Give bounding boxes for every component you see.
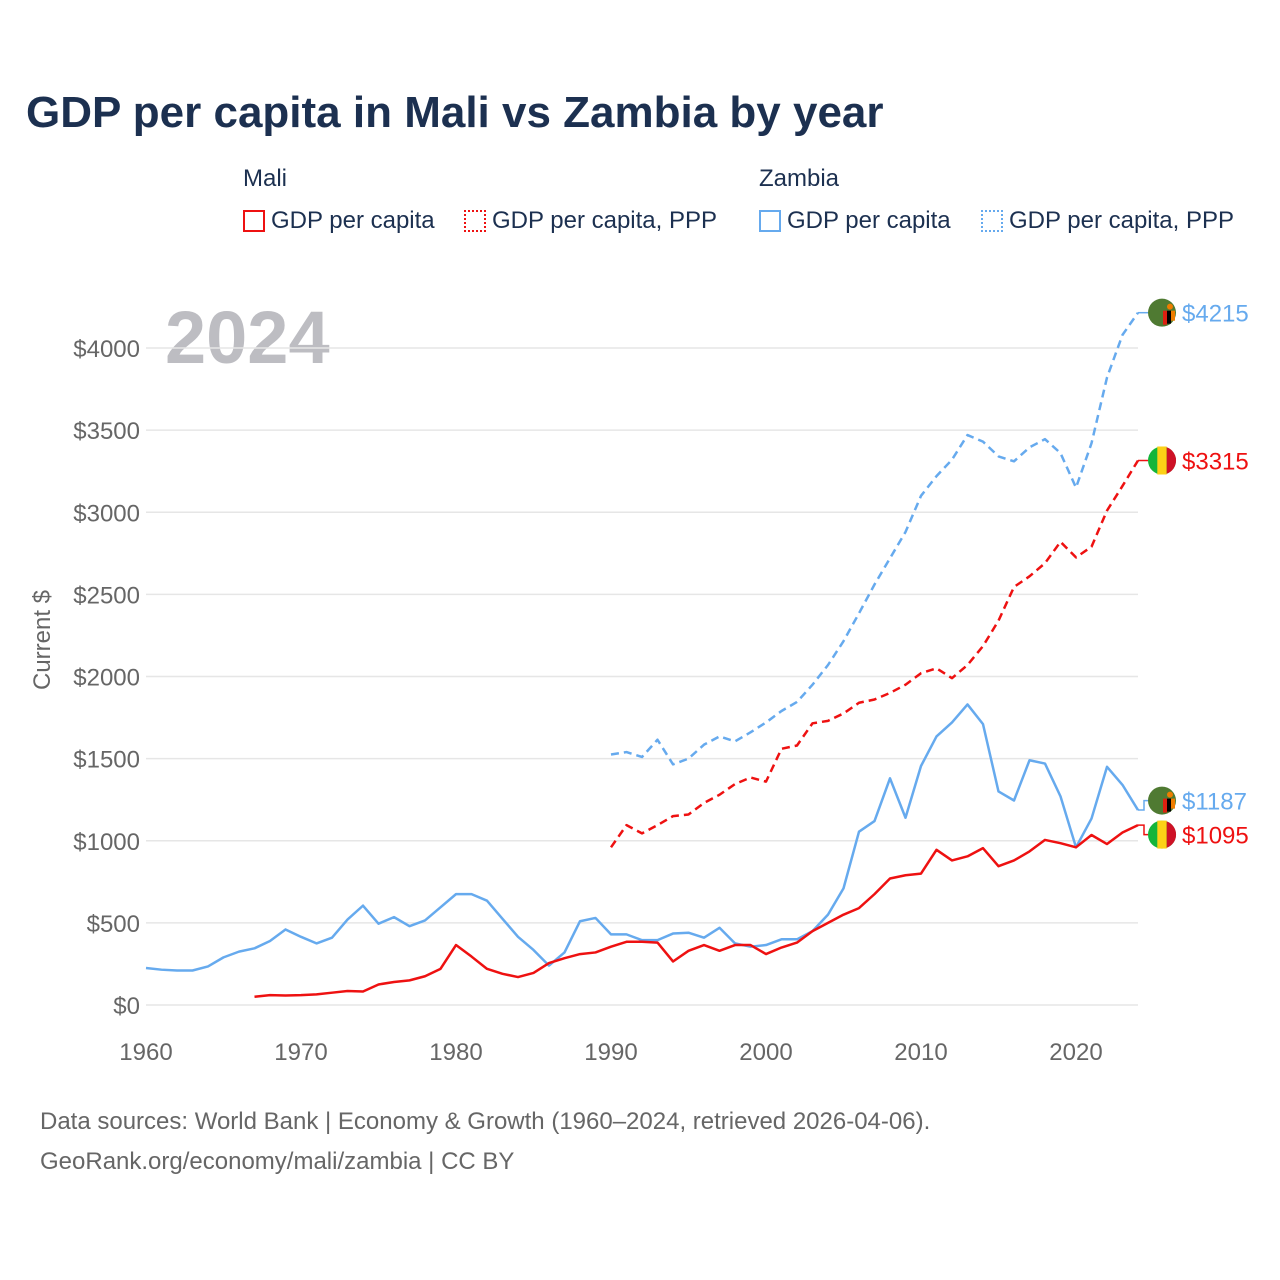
legend-group-zambia: Zambia <box>759 165 840 192</box>
x-tick-label: 1990 <box>584 1039 637 1066</box>
series-line-mali-gdp-per-capita <box>254 824 1139 999</box>
x-tick-label: 1980 <box>429 1039 482 1066</box>
y-tick-label: $2000 <box>73 665 140 692</box>
x-tick-label: 2010 <box>894 1039 947 1066</box>
mali-flag-stripe <box>1166 821 1177 848</box>
x-tick-label: 2020 <box>1049 1039 1102 1066</box>
x-tick-label: 1970 <box>274 1039 327 1066</box>
zambia-flag-eagle <box>1167 791 1173 798</box>
y-tick-label: $1000 <box>73 829 140 856</box>
legend-label: GDP per capita, PPP <box>492 207 717 234</box>
y-tick-label: $3000 <box>73 500 140 527</box>
zambia-flag-stripe <box>1163 310 1167 325</box>
y-tick-label: $2500 <box>73 582 140 609</box>
end-value-label: $4215 <box>1182 301 1249 328</box>
zambia-flag-stripe <box>1171 310 1175 321</box>
legend-mali-ppp[interactable]: GDP per capita, PPP <box>464 207 717 235</box>
mali-flag-stripe <box>1166 447 1177 474</box>
legend-mali-gdp[interactable]: GDP per capita <box>243 207 435 235</box>
y-tick-label: $0 <box>113 993 140 1020</box>
legend-zambia-ppp[interactable]: GDP per capita, PPP <box>981 207 1234 235</box>
x-tick-label: 1960 <box>119 1039 172 1066</box>
end-connector <box>1138 799 1148 811</box>
x-tick-label: 2000 <box>739 1039 792 1066</box>
y-tick-label: $4000 <box>73 336 140 363</box>
series-line-mali-gdp-per-capita-ppp <box>609 459 1140 849</box>
zambia-flag-stripe <box>1163 798 1167 813</box>
end-connector <box>1138 824 1148 836</box>
zambia-flag-stripe <box>1167 798 1171 812</box>
legend-group-mali: Mali <box>243 165 288 192</box>
mali-flag-stripe <box>1157 446 1167 475</box>
zambia-flag-eagle <box>1167 303 1173 310</box>
zambia-flag-stripe <box>1167 310 1171 324</box>
end-value-label: $1187 <box>1182 789 1247 816</box>
y-tick-label: $1500 <box>73 747 140 774</box>
legend-label: GDP per capita, PPP <box>1009 207 1234 234</box>
legend-label: GDP per capita <box>787 207 951 234</box>
y-axis-label: Current $ <box>29 590 56 690</box>
year-label: 2024 <box>165 296 330 379</box>
legend-zambia-gdp[interactable]: GDP per capita <box>759 207 951 235</box>
legend-label: GDP per capita <box>271 207 435 234</box>
y-tick-label: $500 <box>87 911 140 938</box>
series-line-zambia-gdp-per-capita-ppp <box>610 311 1140 766</box>
series-line-zambia-gdp-per-capita <box>145 703 1140 972</box>
zambia-flag-stripe <box>1171 798 1175 809</box>
chart-title: GDP per capita in Mali vs Zambia by year <box>26 88 884 137</box>
mali-flag-stripe <box>1157 820 1167 849</box>
end-value-label: $3315 <box>1182 449 1249 476</box>
footer-credit[interactable]: GeoRank.org/economy/mali/zambia | CC BY <box>40 1148 515 1175</box>
end-value-label: $1095 <box>1182 823 1249 850</box>
y-tick-label: $3500 <box>73 418 140 445</box>
footer-sources: Data sources: World Bank | Economy & Gro… <box>40 1108 931 1135</box>
